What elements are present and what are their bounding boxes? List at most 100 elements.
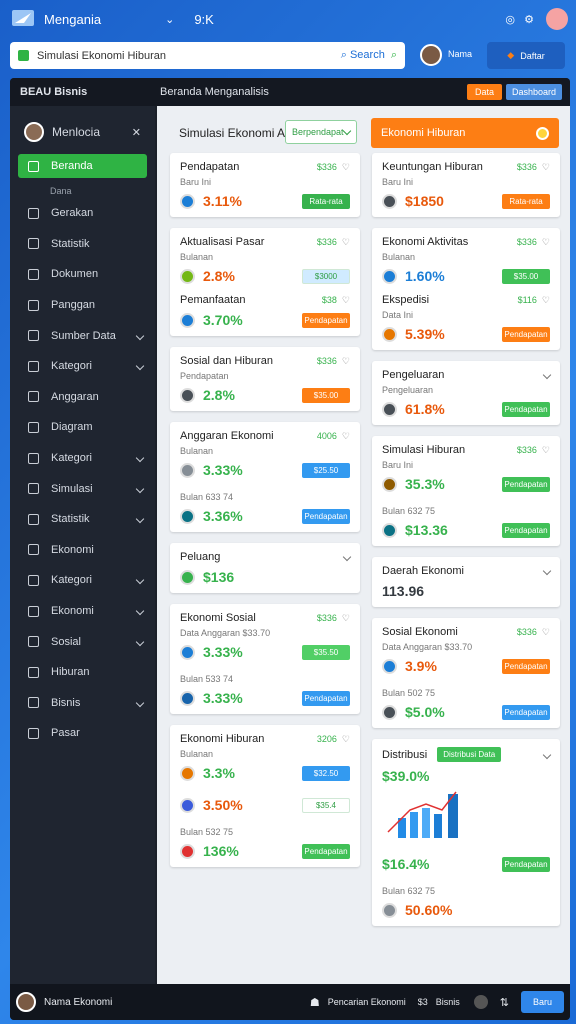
card-button[interactable]: Pendapatan — [502, 856, 550, 872]
card-button[interactable]: Rata-rata — [302, 193, 350, 209]
chevron[interactable] — [135, 331, 145, 340]
action-label: Daftar — [520, 50, 545, 61]
card-button[interactable]: Pendapatan — [502, 476, 550, 492]
item-icon — [28, 636, 39, 648]
sidebar-item[interactable]: Kategori — [10, 565, 155, 596]
chevron[interactable] — [135, 576, 145, 585]
search-icon — [18, 50, 29, 61]
chevron[interactable] — [135, 514, 145, 524]
card-button[interactable]: Pendapatan — [302, 843, 350, 859]
dropdown[interactable]: Berpendapat — [285, 120, 357, 144]
card-button[interactable]: Pendapatan — [502, 522, 550, 538]
card-button[interactable]: Rata-rata — [502, 193, 550, 209]
sidebar-item[interactable]: Anggaran — [10, 382, 155, 413]
search-box[interactable]: Simulasi Ekonomi Hiburan ⌕ Search ⌕ — [10, 42, 405, 69]
card-button[interactable]: Pendapatan — [302, 690, 350, 706]
sidebar-item[interactable]: Gerakan — [10, 198, 155, 229]
metric-value: 3.11% — [203, 193, 242, 209]
title-row: Sosial Ekonomi $336 ♡ — [382, 626, 550, 638]
chevron[interactable] — [342, 552, 352, 562]
sidebar-item[interactable]: Diagram — [10, 412, 155, 443]
metric-value: 136% — [203, 843, 239, 859]
value-row: 3.11% Rata-rata — [180, 193, 350, 209]
chevron[interactable] — [135, 453, 145, 463]
sidebar-item[interactable]: Hiburan — [10, 657, 155, 688]
item-icon — [28, 697, 39, 709]
chevron[interactable] — [135, 362, 145, 371]
sidebar-item[interactable]: Bisnis — [10, 688, 155, 719]
dashboard-button[interactable]: Dashboard — [505, 84, 562, 100]
sidebar-item[interactable]: Panggan — [10, 290, 155, 321]
value-row: 1.60% $35.00 — [382, 268, 550, 284]
sidebar-item[interactable]: Dokumen — [10, 259, 155, 290]
card-button[interactable]: $35.50 — [302, 644, 350, 660]
item-label: Gerakan — [51, 207, 94, 220]
card-subtitle: Bulan 632 75 — [382, 506, 436, 516]
sidebar-item[interactable]: Sumber Data — [10, 320, 155, 351]
card: Pengeluaran Pengeluaran 61.8% Pendapatan — [372, 361, 560, 425]
footer-filter[interactable]: ⇅ — [499, 996, 509, 1009]
sidebar-item[interactable]: Simulasi — [10, 473, 155, 504]
card: Aktualisasi Pasar $336 ♡ Bulanan 2.8% $3000 Pe… — [170, 228, 360, 336]
chevron[interactable] — [135, 698, 145, 708]
sidebar-item[interactable]: Ekonomi — [10, 596, 155, 627]
chevron[interactable] — [542, 566, 552, 576]
close[interactable]: ✕ — [131, 126, 141, 139]
chevron[interactable] — [542, 750, 552, 759]
metric-value: 5.39% — [405, 326, 445, 342]
chevron[interactable] — [135, 484, 145, 493]
footer-search[interactable]: Pencarian Ekonomi — [327, 997, 406, 1007]
card-button[interactable]: $32.50 — [302, 765, 350, 781]
card-section: Simulasi Hiburan $336 ♡ Baru Ini 35.3% Pendap… — [382, 444, 550, 492]
user-avatar[interactable] — [420, 44, 442, 66]
sidebar-item[interactable]: Statistik — [10, 504, 155, 535]
item-label: Simulasi — [51, 482, 93, 495]
card-title: Anggaran Ekonomi — [180, 430, 274, 442]
sub-item[interactable]: Dana — [50, 186, 72, 196]
card-section: Bulan 633 74 3.36% Pendapatan — [180, 488, 350, 524]
item-label: Bisnis — [51, 696, 81, 709]
card-subtitle: Bulanan — [180, 749, 214, 759]
card-dropdown[interactable]: Distribusi Data — [437, 747, 502, 762]
card-button[interactable]: Pendapatan — [302, 312, 350, 328]
data-button[interactable]: Data — [466, 84, 502, 100]
chevron[interactable] — [542, 370, 552, 380]
item-icon — [28, 360, 39, 372]
banner-icon[interactable] — [536, 126, 549, 140]
sidebar-item[interactable]: Kategori — [10, 443, 155, 474]
sidebar-item[interactable]: Sosial — [10, 626, 155, 657]
sidebar-item[interactable]: Pasar — [10, 718, 155, 749]
card-button[interactable]: $3000 — [302, 268, 350, 284]
tag-icon: ♡ — [541, 626, 550, 637]
avatar — [180, 387, 195, 403]
card-button[interactable]: $35.00 — [302, 387, 350, 403]
chevron[interactable] — [135, 637, 145, 646]
footer-toggle[interactable] — [473, 995, 488, 1009]
sidebar-item[interactable]: Ekonomi — [10, 535, 155, 566]
card-title: Ekspedisi — [382, 294, 430, 306]
value-row: $1850 Rata-rata — [382, 193, 550, 209]
card-button[interactable]: Pendapatan — [502, 401, 550, 417]
icons[interactable]: ◎ ⚙ — [505, 13, 534, 26]
action-button[interactable]: ◆ Daftar — [487, 42, 565, 69]
sidebar-item[interactable]: Statistik — [10, 229, 155, 260]
card-button[interactable]: Pendapatan — [502, 326, 550, 342]
avatar[interactable] — [546, 8, 568, 30]
card-column: Pendapatan $336 ♡ Baru Ini 3.11% Rata-rata Akt… — [170, 153, 360, 867]
active-item[interactable]: Beranda — [18, 154, 147, 178]
sidebar-item[interactable]: Kategori — [10, 351, 155, 382]
card-button[interactable]: Pendapatan — [502, 704, 550, 720]
card-tag: $336 — [316, 356, 337, 366]
card-tag: $336 — [316, 613, 337, 623]
card-button[interactable]: Pendapatan — [502, 658, 550, 674]
card-button[interactable]: $35.00 — [502, 268, 550, 284]
metric-value: $16.4% — [382, 856, 430, 872]
chevron[interactable] — [135, 606, 145, 616]
card-button[interactable]: $25.50 — [302, 462, 350, 478]
brand: BEAU Bisnis — [20, 86, 88, 98]
tag-icon: ♡ — [541, 294, 550, 305]
card-button[interactable]: Pendapatan — [302, 508, 350, 524]
footer-button[interactable]: Baru — [520, 991, 564, 1013]
search-button[interactable]: ⌕ Search — [340, 49, 385, 61]
card-button[interactable]: $35.4 — [302, 797, 350, 813]
